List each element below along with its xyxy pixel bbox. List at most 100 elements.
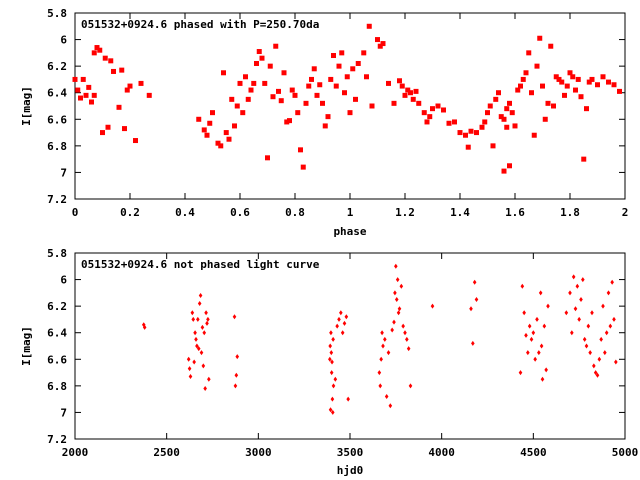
data-point xyxy=(205,320,209,326)
data-point xyxy=(199,350,204,356)
data-point xyxy=(248,87,254,93)
data-point xyxy=(401,323,405,329)
data-point xyxy=(474,130,479,136)
data-point xyxy=(188,374,193,380)
data-point xyxy=(344,74,350,80)
data-point xyxy=(493,96,499,102)
data-point xyxy=(331,336,335,342)
data-point xyxy=(379,356,383,362)
data-point xyxy=(531,330,536,336)
data-point xyxy=(333,83,339,89)
data-point xyxy=(78,95,83,101)
data-point xyxy=(610,279,614,285)
data-point xyxy=(548,43,554,49)
data-point xyxy=(575,283,580,289)
data-point xyxy=(295,110,301,116)
data-point xyxy=(278,98,284,104)
data-point xyxy=(204,132,210,138)
data-point xyxy=(512,123,518,129)
data-point xyxy=(611,82,617,88)
data-point xyxy=(198,293,203,299)
data-point xyxy=(203,386,207,392)
data-point xyxy=(578,94,584,100)
data-point xyxy=(604,330,609,336)
data-point xyxy=(603,350,607,356)
y-tick-label: 6.6 xyxy=(47,353,67,366)
x-tick-label: 1.8 xyxy=(560,206,580,219)
data-point xyxy=(522,310,526,316)
data-point xyxy=(380,41,386,47)
data-point xyxy=(562,92,567,98)
data-point xyxy=(306,83,312,89)
data-point xyxy=(427,114,433,120)
data-point xyxy=(396,310,401,316)
x-tick-label: 0 xyxy=(72,206,79,219)
data-point xyxy=(579,297,583,302)
data-point xyxy=(452,119,457,125)
data-point xyxy=(328,407,333,413)
data-point xyxy=(369,103,375,109)
data-point xyxy=(320,100,325,106)
data-point xyxy=(469,306,473,312)
data-point xyxy=(102,55,108,61)
data-point xyxy=(399,283,404,289)
data-point xyxy=(388,403,393,409)
data-point xyxy=(196,116,202,122)
data-point xyxy=(568,290,572,296)
data-point xyxy=(111,68,116,74)
data-point xyxy=(501,168,507,174)
data-point xyxy=(564,83,570,89)
data-point xyxy=(577,316,581,322)
y-axis-label: I[mag] xyxy=(20,86,33,126)
data-point xyxy=(202,330,207,336)
data-point xyxy=(545,100,551,106)
data-point xyxy=(614,359,618,365)
data-point xyxy=(328,76,334,82)
x-tick-label: 1.6 xyxy=(505,206,525,219)
data-point xyxy=(457,130,463,136)
data-point xyxy=(329,370,334,376)
data-point xyxy=(347,110,353,116)
data-point xyxy=(330,396,335,402)
x-tick-label: 1.2 xyxy=(395,206,415,219)
x-tick-label: 1.4 xyxy=(450,206,470,219)
data-point xyxy=(259,55,265,61)
data-point xyxy=(333,376,338,382)
data-point xyxy=(575,76,581,82)
data-point xyxy=(592,363,596,369)
data-point xyxy=(424,119,430,125)
data-point xyxy=(595,372,600,378)
data-point xyxy=(83,92,89,98)
data-point xyxy=(265,155,270,161)
data-point xyxy=(72,76,78,82)
data-point xyxy=(600,74,606,80)
y-tick-label: 6.2 xyxy=(47,60,67,73)
data-point xyxy=(573,87,578,93)
data-point xyxy=(531,132,537,138)
data-point xyxy=(122,126,127,132)
data-point xyxy=(256,49,262,55)
data-point xyxy=(533,356,537,362)
data-point xyxy=(584,106,589,112)
data-point xyxy=(386,80,391,86)
data-point xyxy=(243,74,248,80)
data-point xyxy=(397,78,402,84)
y-tick-label: 6.2 xyxy=(47,300,67,313)
data-point xyxy=(124,87,130,93)
data-point xyxy=(524,332,528,338)
data-point xyxy=(335,323,339,329)
chart-title: 051532+0924.6 not phased light curve xyxy=(81,258,320,271)
data-point xyxy=(567,70,573,76)
data-point xyxy=(331,53,336,59)
data-point xyxy=(235,354,240,360)
x-tick-label: 0.2 xyxy=(120,206,140,219)
data-point xyxy=(380,330,384,336)
data-point xyxy=(463,132,468,138)
data-point xyxy=(582,336,587,342)
data-point xyxy=(353,96,358,102)
data-point xyxy=(403,330,407,336)
data-point xyxy=(339,310,343,316)
data-point xyxy=(346,396,350,402)
data-point xyxy=(186,356,191,362)
data-point xyxy=(361,50,367,56)
